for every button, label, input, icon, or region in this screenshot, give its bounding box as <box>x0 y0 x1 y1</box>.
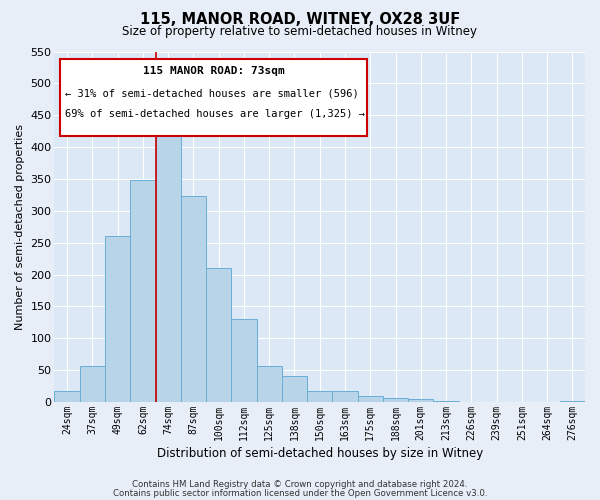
Text: 115, MANOR ROAD, WITNEY, OX28 3UF: 115, MANOR ROAD, WITNEY, OX28 3UF <box>140 12 460 28</box>
Bar <box>181 196 206 402</box>
Bar <box>105 236 130 402</box>
Bar <box>155 117 181 402</box>
Bar <box>307 390 332 402</box>
Text: Contains public sector information licensed under the Open Government Licence v3: Contains public sector information licen… <box>113 488 487 498</box>
Bar <box>80 366 105 402</box>
Text: Contains HM Land Registry data © Crown copyright and database right 2024.: Contains HM Land Registry data © Crown c… <box>132 480 468 489</box>
Text: ← 31% of semi-detached houses are smaller (596): ← 31% of semi-detached houses are smalle… <box>65 88 359 99</box>
Bar <box>383 398 408 402</box>
Bar <box>60 58 367 136</box>
Bar <box>282 376 307 402</box>
Bar <box>332 391 358 402</box>
Bar <box>206 268 232 402</box>
Text: 69% of semi-detached houses are larger (1,325) →: 69% of semi-detached houses are larger (… <box>65 110 365 120</box>
Bar <box>433 401 458 402</box>
Bar <box>358 396 383 402</box>
Bar <box>130 180 155 402</box>
Bar <box>232 319 257 402</box>
Y-axis label: Number of semi-detached properties: Number of semi-detached properties <box>15 124 25 330</box>
X-axis label: Distribution of semi-detached houses by size in Witney: Distribution of semi-detached houses by … <box>157 447 483 460</box>
Text: Size of property relative to semi-detached houses in Witney: Size of property relative to semi-detach… <box>122 25 478 38</box>
Bar <box>408 399 433 402</box>
Bar <box>55 390 80 402</box>
Bar <box>560 401 585 402</box>
Bar <box>257 366 282 402</box>
Text: 115 MANOR ROAD: 73sqm: 115 MANOR ROAD: 73sqm <box>143 66 284 76</box>
